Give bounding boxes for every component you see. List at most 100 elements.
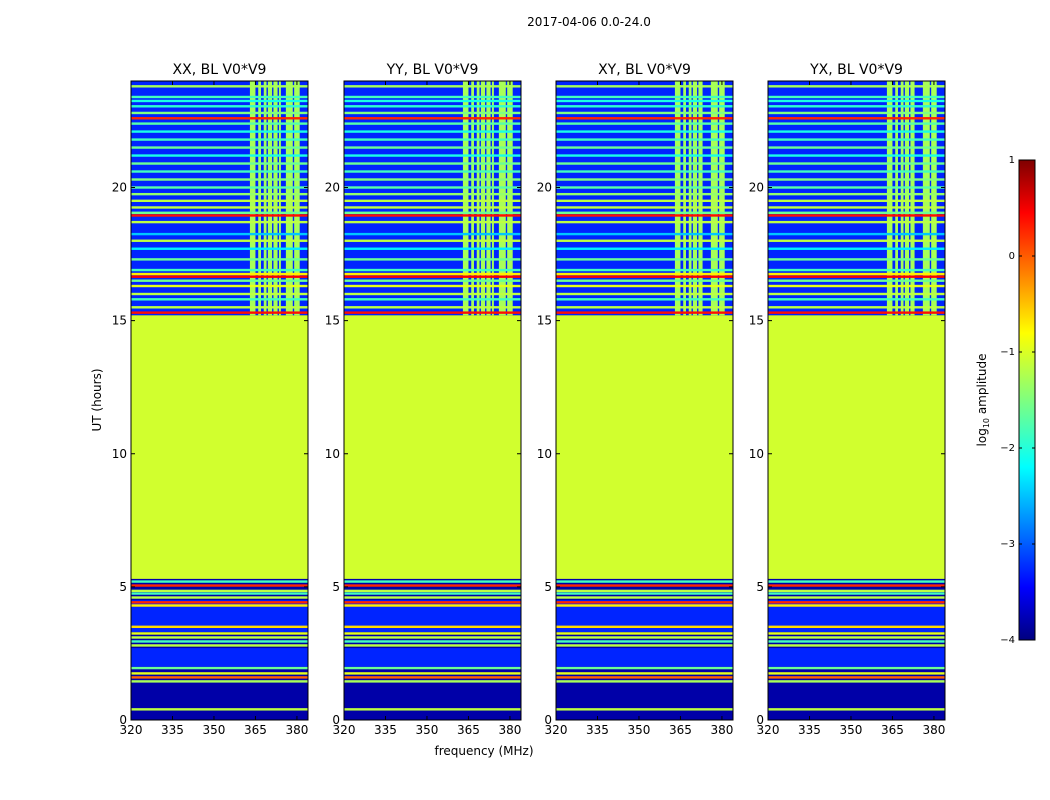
horizontal-line [131, 99, 308, 103]
rfi-band [491, 81, 494, 316]
horizontal-line [344, 589, 521, 593]
horizontal-line [768, 206, 945, 209]
horizontal-line [768, 311, 945, 314]
rfi-band [294, 81, 300, 316]
y-tick-label: 15 [749, 314, 764, 328]
horizontal-line [131, 162, 308, 165]
horizontal-line [768, 268, 945, 272]
rfi-band [486, 81, 491, 316]
y-tick-label: 10 [749, 447, 764, 461]
horizontal-line [556, 220, 733, 224]
horizontal-line [768, 298, 945, 301]
horizontal-line [768, 85, 945, 88]
horizontal-line [768, 292, 945, 296]
horizontal-line [344, 306, 521, 309]
flagged-region [131, 315, 308, 579]
horizontal-line [768, 170, 945, 173]
rfi-band [910, 81, 915, 316]
horizontal-line [556, 604, 733, 607]
horizontal-line [768, 584, 945, 587]
active-block [768, 648, 945, 667]
rfi-band [710, 81, 718, 316]
horizontal-line [131, 708, 308, 711]
panel-frame [343, 80, 522, 721]
horizontal-line [768, 138, 945, 141]
x-tick-label: 380 [285, 723, 308, 737]
horizontal-line [556, 138, 733, 141]
horizontal-line [344, 632, 521, 635]
panel-title: YX, BL V0*V9 [809, 62, 903, 78]
panel-title: XX, BL V0*V9 [173, 62, 267, 78]
horizontal-line [556, 306, 733, 309]
flagged-region [556, 315, 733, 579]
horizontal-line [344, 272, 521, 276]
horizontal-line [131, 676, 308, 679]
horizontal-line [131, 272, 308, 276]
horizontal-line [768, 279, 945, 282]
horizontal-line [768, 178, 945, 181]
horizontal-line [556, 95, 733, 99]
horizontal-line [344, 211, 521, 214]
colorbar: 10−1−2−3−4 log10 amplitude [975, 155, 1036, 646]
horizontal-line [768, 211, 945, 214]
x-axis-label: frequency (MHz) [434, 744, 533, 758]
horizontal-line [131, 640, 308, 643]
x-tick-label: 335 [798, 723, 821, 737]
horizontal-line [131, 292, 308, 296]
active-block [131, 648, 308, 667]
rfi-band [931, 81, 937, 316]
rfi-band [258, 81, 261, 316]
horizontal-line [768, 589, 945, 593]
horizontal-line [131, 138, 308, 141]
horizontal-line [556, 211, 733, 214]
horizontal-line [768, 247, 945, 250]
horizontal-line [768, 632, 945, 635]
horizontal-line [556, 122, 733, 125]
horizontal-line [131, 220, 308, 224]
horizontal-line [344, 162, 521, 165]
horizontal-line [556, 162, 733, 165]
y-tick-label: 0 [756, 713, 764, 727]
panel-title: YY, BL V0*V9 [386, 62, 479, 78]
horizontal-line [344, 268, 521, 272]
active-block [556, 648, 733, 667]
horizontal-line [768, 284, 945, 288]
horizontal-line [768, 146, 945, 149]
horizontal-line [131, 239, 308, 242]
horizontal-line [768, 666, 945, 670]
horizontal-line [344, 311, 521, 314]
x-tick-label: 335 [374, 723, 397, 737]
horizontal-line [768, 580, 945, 583]
horizontal-line [344, 232, 521, 236]
horizontal-line [344, 220, 521, 224]
horizontal-line [556, 311, 733, 314]
horizontal-line [344, 85, 521, 88]
horizontal-line [131, 636, 308, 639]
horizontal-line [768, 192, 945, 196]
y-axis-label: UT (hours) [90, 368, 104, 431]
horizontal-line [344, 95, 521, 99]
x-tick-label: 365 [244, 723, 267, 737]
x-tick-label: 380 [922, 723, 945, 737]
horizontal-line [131, 117, 308, 120]
horizontal-line [344, 146, 521, 149]
y-tick-label: 0 [544, 713, 552, 727]
horizontal-line [768, 239, 945, 242]
horizontal-line [556, 708, 733, 711]
horizontal-line [344, 596, 521, 599]
horizontal-line [556, 580, 733, 583]
horizontal-line [131, 584, 308, 587]
panel: YX, BL V0*V9 320 335 350 365 380 0 5 10 15 20 [749, 62, 946, 737]
horizontal-line [768, 625, 945, 629]
y-tick-label: 5 [332, 580, 340, 594]
y-tick-label: 0 [119, 713, 127, 727]
horizontal-line [556, 117, 733, 120]
x-tick-label: 365 [881, 723, 904, 737]
y-tick-label: 20 [537, 181, 552, 195]
x-tick-label: 350 [203, 723, 226, 737]
y-tick-label: 10 [325, 447, 340, 461]
horizontal-line [344, 580, 521, 583]
horizontal-line [556, 186, 733, 189]
horizontal-line [768, 676, 945, 679]
rfi-band [900, 81, 904, 316]
